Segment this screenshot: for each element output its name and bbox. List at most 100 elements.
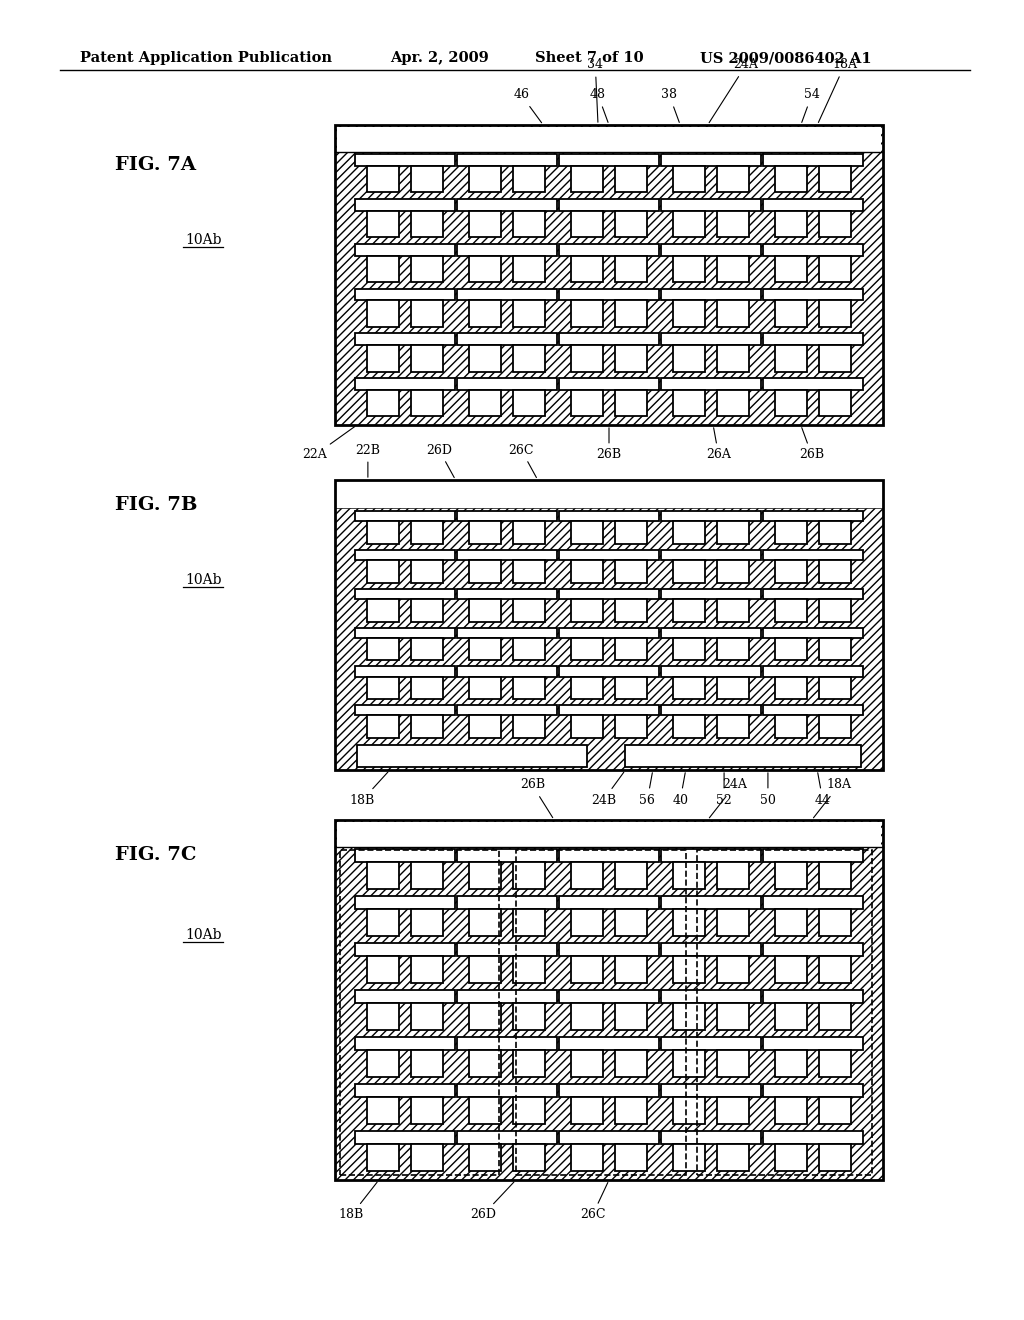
Bar	[513, 211, 545, 238]
Text: 18B: 18B	[350, 772, 388, 807]
Bar	[469, 391, 501, 416]
Bar	[412, 521, 443, 544]
Bar	[571, 166, 603, 193]
Bar	[660, 1084, 761, 1097]
Bar	[368, 256, 399, 282]
Bar	[355, 896, 455, 908]
Bar	[559, 667, 659, 677]
Bar	[673, 346, 705, 371]
Text: 26A: 26A	[707, 428, 731, 462]
Bar	[571, 715, 603, 738]
Bar	[717, 715, 749, 738]
Text: 44: 44	[815, 772, 830, 807]
Bar	[615, 346, 647, 371]
Bar	[559, 942, 659, 956]
Bar	[819, 301, 851, 327]
Text: 24A: 24A	[710, 779, 748, 818]
Text: 26C: 26C	[580, 1183, 608, 1221]
Bar	[335, 508, 883, 770]
Bar	[559, 1131, 659, 1143]
Bar	[717, 956, 749, 983]
Bar	[763, 244, 863, 256]
Bar	[673, 211, 705, 238]
Bar	[355, 244, 455, 256]
Bar	[469, 560, 501, 582]
Bar	[615, 1143, 647, 1171]
Bar	[368, 1097, 399, 1125]
Bar	[355, 1084, 455, 1097]
Bar	[469, 599, 501, 622]
Bar	[673, 1143, 705, 1171]
Bar	[673, 1097, 705, 1125]
Bar	[660, 942, 761, 956]
Bar	[355, 550, 455, 560]
Bar	[513, 521, 545, 544]
Bar	[819, 677, 851, 700]
Bar	[457, 1038, 557, 1049]
Bar	[615, 391, 647, 416]
Bar	[763, 896, 863, 908]
Bar	[717, 1049, 749, 1077]
Bar	[819, 1049, 851, 1077]
Bar	[368, 560, 399, 582]
Bar	[571, 862, 603, 890]
Bar	[615, 638, 647, 660]
Bar	[513, 301, 545, 327]
Bar	[559, 550, 659, 560]
Bar	[660, 990, 761, 1003]
Bar	[368, 1003, 399, 1030]
Bar	[819, 908, 851, 936]
Bar	[513, 391, 545, 416]
Bar	[412, 956, 443, 983]
Bar	[457, 154, 557, 166]
Bar	[615, 301, 647, 327]
Bar	[673, 301, 705, 327]
Bar	[775, 908, 807, 936]
Bar	[775, 1003, 807, 1030]
Bar	[355, 705, 455, 715]
Bar	[819, 715, 851, 738]
Bar	[412, 908, 443, 936]
Bar	[571, 391, 603, 416]
Bar	[571, 638, 603, 660]
Text: 48: 48	[590, 88, 608, 123]
Bar	[660, 154, 761, 166]
Bar	[513, 862, 545, 890]
Text: 38: 38	[662, 88, 679, 123]
Bar	[355, 667, 455, 677]
Bar	[763, 1038, 863, 1049]
Bar	[412, 638, 443, 660]
Text: FIG. 7B: FIG. 7B	[115, 496, 198, 513]
Bar	[368, 1049, 399, 1077]
Bar	[559, 154, 659, 166]
Bar	[775, 560, 807, 582]
Bar	[819, 862, 851, 890]
Bar	[559, 990, 659, 1003]
Bar	[717, 638, 749, 660]
Bar	[660, 550, 761, 560]
Bar	[559, 1084, 659, 1097]
Bar	[763, 511, 863, 521]
Bar	[717, 560, 749, 582]
Bar	[516, 850, 686, 1175]
Bar	[763, 378, 863, 391]
Bar	[355, 990, 455, 1003]
Bar	[660, 896, 761, 908]
Bar	[559, 627, 659, 638]
Bar	[819, 346, 851, 371]
Bar	[763, 990, 863, 1003]
Bar	[615, 956, 647, 983]
Text: 56: 56	[639, 772, 655, 807]
Bar	[412, 211, 443, 238]
Bar	[819, 391, 851, 416]
Bar	[673, 599, 705, 622]
Bar	[660, 244, 761, 256]
Bar	[571, 1049, 603, 1077]
Bar	[513, 715, 545, 738]
Bar	[775, 638, 807, 660]
Bar	[469, 301, 501, 327]
Bar	[559, 589, 659, 599]
Bar	[457, 990, 557, 1003]
Text: 34: 34	[588, 58, 603, 123]
Bar	[559, 289, 659, 301]
